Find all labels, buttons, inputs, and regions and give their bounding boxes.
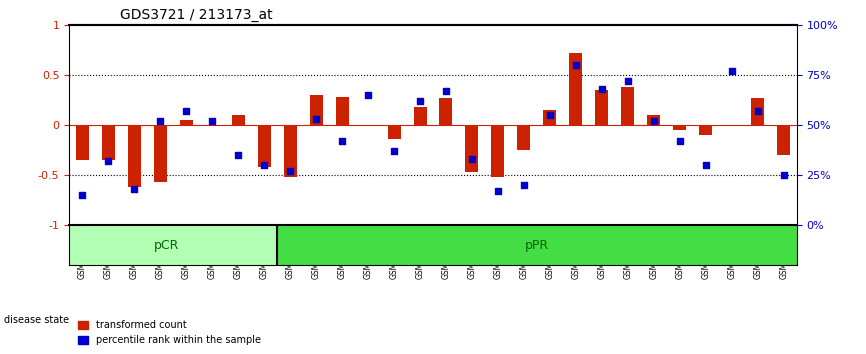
Bar: [544, 110, 556, 125]
Bar: [154, 125, 166, 182]
Point: [595, 86, 609, 92]
Bar: [258, 125, 270, 167]
Text: pCR: pCR: [154, 239, 179, 252]
Point: [309, 116, 323, 122]
Bar: [751, 98, 764, 125]
Bar: [231, 115, 244, 125]
Point: [699, 162, 713, 168]
Bar: [570, 53, 582, 125]
Bar: [284, 125, 296, 177]
Point: [257, 162, 271, 168]
Bar: [128, 125, 140, 187]
Point: [127, 187, 141, 192]
Point: [543, 112, 557, 118]
Bar: [674, 125, 686, 130]
Bar: [387, 125, 400, 139]
Point: [751, 108, 765, 114]
Bar: [335, 97, 348, 125]
Bar: [466, 125, 478, 172]
Bar: [180, 120, 192, 125]
Point: [75, 193, 89, 198]
Point: [673, 138, 687, 144]
Point: [231, 152, 245, 158]
Point: [205, 118, 219, 124]
Point: [621, 78, 635, 84]
Bar: [277, 225, 797, 266]
Bar: [596, 90, 608, 125]
Bar: [518, 125, 530, 150]
Point: [413, 98, 427, 104]
Bar: [76, 125, 88, 160]
Point: [153, 118, 167, 124]
Bar: [69, 225, 277, 266]
Bar: [699, 125, 712, 135]
Point: [387, 148, 401, 154]
Bar: [310, 95, 323, 125]
Point: [439, 88, 453, 94]
Point: [647, 118, 661, 124]
Point: [777, 172, 791, 178]
Point: [283, 169, 297, 174]
Bar: [102, 125, 114, 160]
Bar: [622, 87, 634, 125]
Legend: transformed count, percentile rank within the sample: transformed count, percentile rank withi…: [74, 316, 264, 349]
Point: [465, 156, 479, 162]
Point: [361, 92, 375, 98]
Point: [569, 62, 583, 68]
Text: disease state: disease state: [4, 315, 69, 325]
Text: GDS3721 / 213173_at: GDS3721 / 213173_at: [120, 8, 273, 22]
Bar: [439, 98, 452, 125]
Bar: [648, 115, 661, 125]
Point: [335, 138, 349, 144]
Point: [101, 158, 115, 164]
Bar: [492, 125, 504, 177]
Point: [179, 108, 193, 114]
Point: [725, 68, 739, 74]
Bar: [414, 107, 426, 125]
Bar: [778, 125, 790, 155]
Point: [517, 182, 531, 188]
Point: [491, 188, 505, 194]
Text: pPR: pPR: [525, 239, 549, 252]
